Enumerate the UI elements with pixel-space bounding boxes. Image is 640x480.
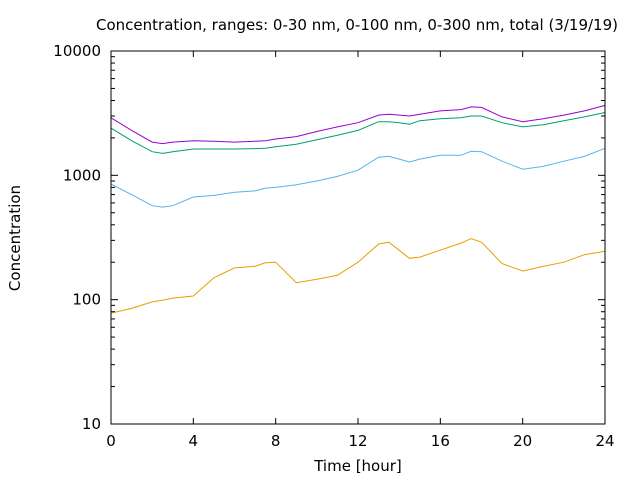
x-tick-label: 16 [431, 432, 450, 450]
series-line-4 [110, 104, 606, 145]
y-tick-label: 10 [82, 415, 101, 433]
plot-frame [110, 50, 606, 425]
x-tick-label: 24 [595, 432, 614, 450]
plot-lines [110, 104, 606, 314]
series-line-2 [110, 147, 606, 208]
x-tick-label: 20 [513, 432, 532, 450]
x-tick-label: 4 [189, 432, 199, 450]
y-tick-label: 10000 [53, 42, 101, 60]
x-tick-label: 12 [348, 432, 367, 450]
y-tick-label: 100 [72, 291, 101, 309]
series-line-3 [110, 112, 606, 154]
series-line-1 [110, 238, 606, 314]
y-tick-label: 1000 [63, 166, 101, 184]
x-tick-label: 8 [271, 432, 281, 450]
x-axis-label: Time [hour] [313, 457, 402, 475]
axes: 0 4 8 12 16 20 24 10 100 1000 10000 [53, 42, 614, 450]
x-tick-label: 0 [106, 432, 116, 450]
chart-title: Concentration, ranges: 0-30 nm, 0-100 nm… [96, 16, 618, 34]
y-axis-label: Concentration [6, 185, 24, 291]
